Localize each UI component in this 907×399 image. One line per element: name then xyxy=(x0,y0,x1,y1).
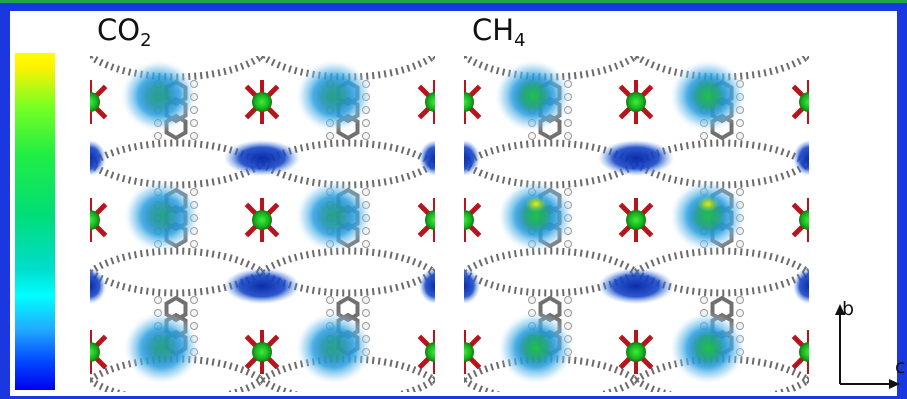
panel-label-ch4: CH4 xyxy=(472,13,526,51)
axis-arrows-icon xyxy=(835,304,900,389)
figure-border xyxy=(0,3,907,399)
axis-label-b: b xyxy=(842,298,855,320)
ch4-density-map xyxy=(464,56,809,392)
density-colorbar xyxy=(15,53,55,390)
co2-density-map xyxy=(90,56,435,392)
panel-label-co2: CO2 xyxy=(97,13,152,51)
axis-label-c: c xyxy=(895,356,906,378)
top-stripe xyxy=(0,0,907,3)
